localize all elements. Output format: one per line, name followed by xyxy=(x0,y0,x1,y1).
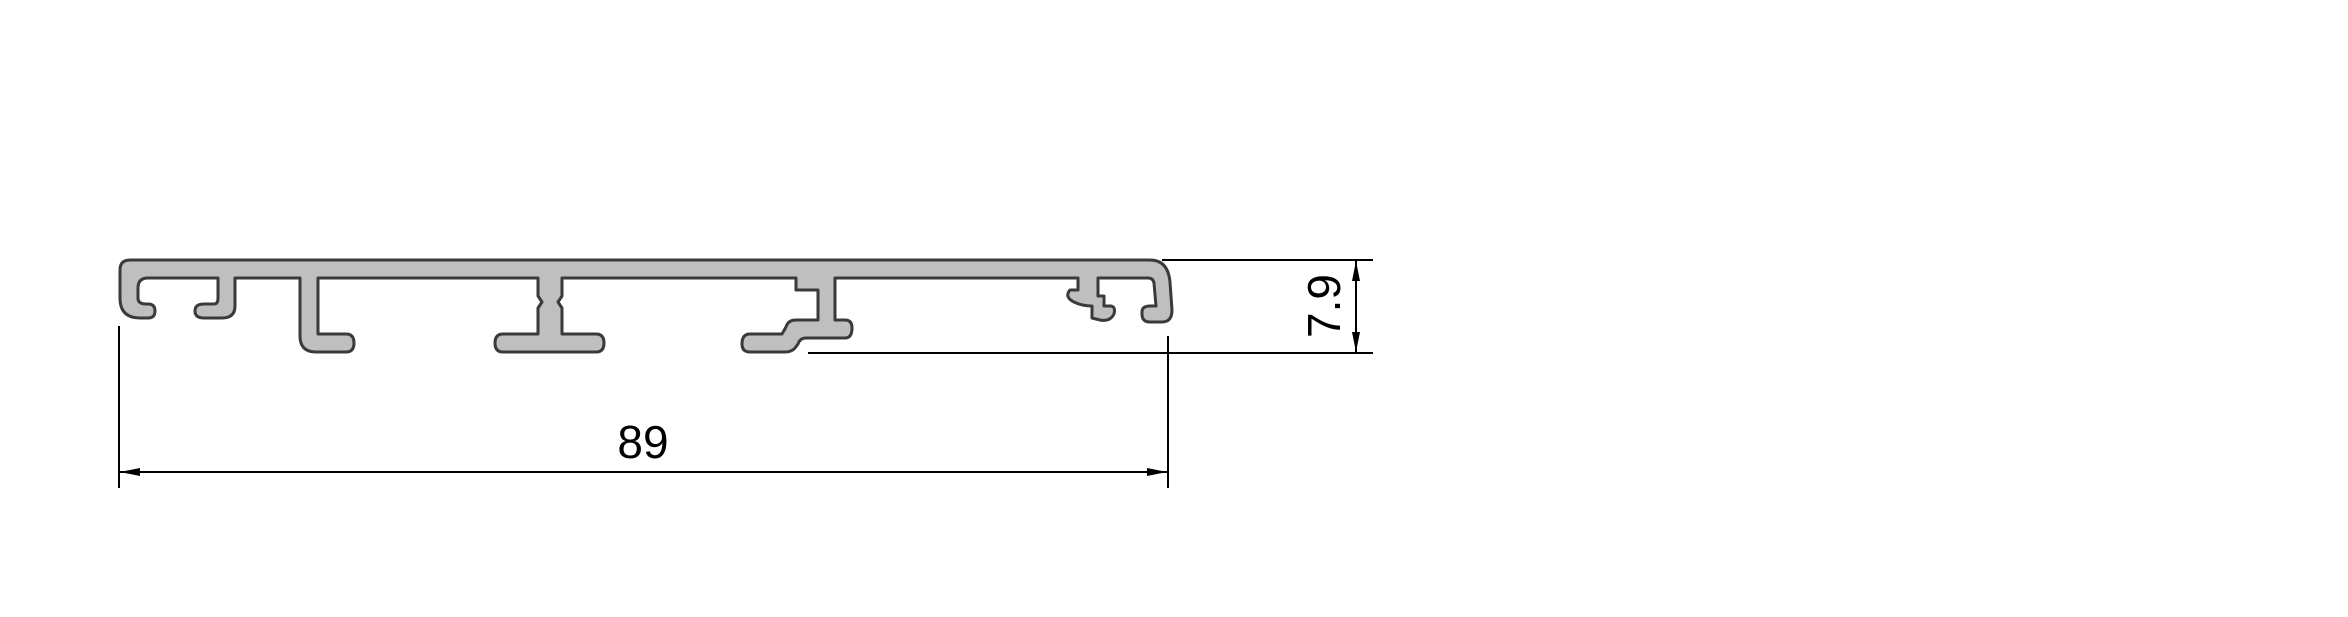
aluminum-profile xyxy=(118,258,1174,354)
width-dimension-label: 89 xyxy=(617,416,668,468)
height-dimension-label: 7.9 xyxy=(1298,274,1350,338)
